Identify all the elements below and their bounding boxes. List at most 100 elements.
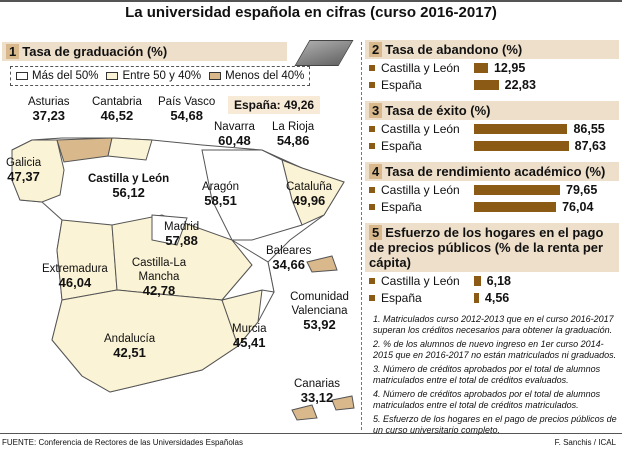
bar — [474, 184, 561, 195]
section-5: 5 Esfuerzo de los hogares en el pago de p… — [365, 223, 619, 306]
section-title: Tasa de abandono (%) — [385, 42, 523, 57]
footnote: 2. % de los alumnos de nuevo ingreso en … — [373, 339, 617, 360]
section-title: Tasa de graduación (%) — [22, 44, 168, 59]
legend-item: Más del 50% — [16, 70, 98, 82]
bar-value: 86,55 — [573, 121, 605, 136]
bar-row: Castilla y León 6,18 — [365, 272, 619, 289]
region-label: Madrid 57,88 — [164, 221, 200, 248]
bar-value: 6,18 — [486, 273, 512, 288]
region-madrid — [151, 214, 188, 246]
region-label: Galicia 47,37 — [6, 157, 42, 184]
region-label: Cantabria 46,52 — [92, 96, 142, 123]
region-canarias — [291, 395, 355, 421]
region-valencia — [220, 239, 275, 301]
legend-item: Entre 50 y 40% — [106, 70, 201, 82]
region-baleares — [306, 255, 338, 273]
section-title: Tasa de éxito (%) — [385, 103, 491, 118]
credit: F. Sanchis / ICAL — [554, 438, 616, 447]
region-label: Baleares 34,66 — [266, 245, 312, 272]
bar-label: Castilla y León — [381, 273, 460, 288]
bullet-icon — [369, 277, 375, 284]
bullet-icon — [369, 81, 375, 88]
section-header: 5 Esfuerzo de los hogares en el pago de p… — [365, 223, 619, 272]
bullet-icon — [369, 186, 375, 193]
bar-row: España 76,04 — [365, 198, 619, 215]
spain-average: España: 49,26 — [228, 96, 321, 114]
bar-row: Castilla y León 12,95 — [365, 59, 619, 76]
source: FUENTE: Conferencia de Rectores de las U… — [2, 438, 244, 447]
section-number: 2 — [369, 42, 383, 57]
region-label: País Vasco 54,68 — [158, 96, 216, 123]
region-andalucia — [51, 289, 239, 393]
legend: Más del 50% Entre 50 y 40% Menos del 40% — [10, 66, 310, 86]
bar-label: Castilla y León — [381, 121, 460, 136]
bar — [474, 79, 499, 90]
bar — [474, 123, 568, 134]
graduation-map-panel: 1 Tasa de graduación (%) Más del 50% Entr… — [2, 40, 357, 432]
region-label: Cataluña 49,96 — [286, 181, 333, 208]
section-number: 3 — [369, 103, 383, 118]
bar-row: Castilla y León 79,65 — [365, 181, 619, 198]
bullet-icon — [369, 125, 375, 132]
bar-value: 12,95 — [493, 60, 526, 75]
bar-label: España — [381, 138, 422, 153]
bar-label: España — [381, 199, 422, 214]
divider — [361, 42, 362, 430]
bar-value: 76,04 — [562, 199, 594, 214]
spain-map — [11, 137, 355, 421]
region-label: Navarra 60,48 — [214, 121, 255, 148]
bar-label: España — [381, 290, 422, 305]
section-1-header: 1 Tasa de graduación (%) — [2, 42, 287, 61]
region-label: Castilla-La Mancha 42,78 — [131, 257, 187, 298]
section-2: 2 Tasa de abandono (%) Castilla y León 12,9… — [365, 40, 619, 93]
bar-value: 87,63 — [574, 138, 606, 153]
section-title: Esfuerzo de los hogares en el pago de pr… — [369, 225, 604, 270]
region-label: Comunidad Valenciana 53,92 — [290, 291, 349, 332]
bottom-rule — [0, 433, 622, 434]
section-number: 5 — [369, 225, 383, 240]
region-aragon — [201, 149, 303, 241]
region-cantabria — [107, 137, 153, 161]
bar-row: España 4,56 — [365, 289, 619, 306]
bar-row: España 87,63 — [365, 137, 619, 154]
bar-value: 79,65 — [566, 182, 598, 197]
bar — [474, 275, 481, 286]
legend-item: Menos del 40% — [209, 70, 304, 82]
bar-row: Castilla y León 86,55 — [365, 120, 619, 137]
bar-label: Castilla y León — [381, 60, 460, 75]
bar — [474, 140, 569, 151]
region-galicia — [11, 139, 65, 203]
section-header: 3 Tasa de éxito (%) — [365, 101, 619, 120]
section-title: Tasa de rendimiento académico (%) — [385, 164, 606, 179]
indicators-panel: 2 Tasa de abandono (%) Castilla y León 12,9… — [365, 40, 619, 439]
region-label: Murcia 45,41 — [232, 323, 267, 350]
region-label: La Rioja 54,86 — [272, 121, 315, 148]
bullet-icon — [369, 203, 375, 210]
bar — [474, 292, 479, 303]
footnote: 3. Número de créditos aprobados por el t… — [373, 364, 601, 385]
section-3: 3 Tasa de éxito (%) Castilla y León 86,55 Es… — [365, 101, 619, 154]
bar-value: 4,56 — [484, 290, 510, 305]
region-label: Asturias 37,23 — [28, 96, 70, 123]
page-title: La universidad española en cifras (curso… — [125, 4, 497, 21]
section-number: 4 — [369, 164, 383, 179]
section-header: 2 Tasa de abandono (%) — [365, 40, 619, 59]
bar-value: 22,83 — [504, 77, 536, 92]
region-label: Canarias 33,12 — [294, 378, 341, 405]
section-4: 4 Tasa de rendimiento académico (%) Castil… — [365, 162, 619, 215]
top-rule — [0, 0, 622, 2]
region-label: Aragón 58,51 — [202, 181, 240, 208]
region-label: Andalucía 42,51 — [104, 333, 156, 360]
bar — [474, 201, 557, 212]
footnote: 5. Esfuerzo de los hogares en el pago de… — [373, 414, 617, 435]
section-header: 4 Tasa de rendimiento académico (%) — [365, 162, 619, 181]
bullet-icon — [369, 64, 375, 71]
bar-row: España 22,83 — [365, 76, 619, 93]
bullet-icon — [369, 294, 375, 301]
region-label: Castilla y León 56,12 — [88, 173, 170, 200]
footnotes: 1. Matriculados curso 2012-2013 que en e… — [365, 314, 619, 436]
region-label: Extremadura 46,04 — [42, 263, 108, 290]
section-number: 1 — [6, 44, 20, 59]
bar — [474, 62, 488, 73]
bullet-icon — [369, 142, 375, 149]
